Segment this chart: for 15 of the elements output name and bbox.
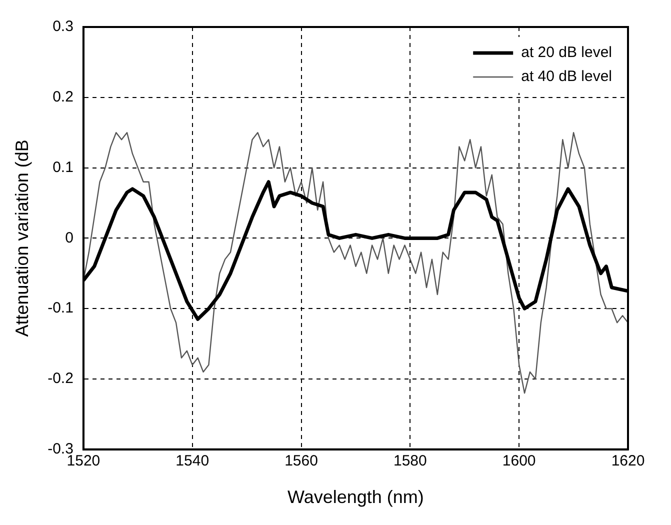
y-tick-label: -0.1: [48, 300, 74, 317]
x-tick-label: 1560: [284, 452, 318, 470]
x-tick-label: 1620: [611, 452, 645, 470]
legend-label: at 40 dB level: [521, 68, 612, 86]
x-tick-label: 1580: [393, 452, 427, 470]
x-tick-label: 1600: [502, 452, 536, 470]
y-tick-label: 0.1: [52, 158, 74, 176]
y-tick-label: 0: [65, 229, 74, 246]
y-tick-label: 0.3: [52, 18, 74, 36]
x-axis-title: Wavelength (nm): [288, 487, 424, 508]
y-axis-title: Attenuation variation (dB: [12, 140, 32, 337]
y-tick-label: -0.2: [48, 370, 74, 388]
legend-label: at 20 dB level: [521, 44, 612, 62]
y-tick-label: 0.2: [52, 88, 74, 106]
x-tick-label: 1540: [176, 452, 210, 470]
